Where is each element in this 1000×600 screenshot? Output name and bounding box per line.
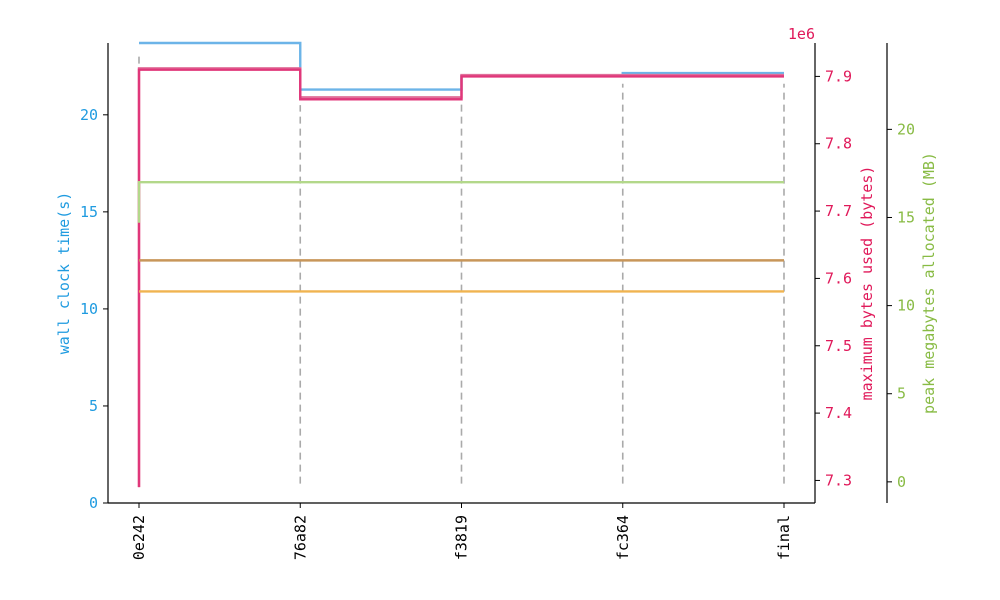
right-axis-bytes-offset: 1e6	[788, 25, 815, 43]
left-axis-tick-label: 5	[89, 397, 98, 415]
x-axis-tick-label: 0e242	[130, 515, 148, 560]
x-axis-tick-label: fc364	[614, 515, 632, 560]
x-axis-tick-label: final	[775, 515, 793, 560]
right-axis-mb-tick-label: 0	[897, 473, 906, 491]
series-line-3	[137, 68, 784, 488]
left-axis-label: wall clock time(s)	[55, 192, 73, 355]
right-axis-bytes-tick-label: 7.8	[825, 135, 852, 153]
right-axis-mb-tick-label: 5	[897, 385, 906, 403]
right-axis-mb-tick-label: 10	[897, 297, 915, 315]
x-axis-tick-label: f3819	[453, 515, 471, 560]
right-axis-bytes-tick-label: 7.7	[825, 202, 852, 220]
series-lines	[137, 41, 784, 488]
left-axis-tick-label: 20	[80, 106, 98, 124]
right-axis-bytes-label: maximum bytes used (bytes)	[858, 166, 876, 401]
left-axis-tick-label: 10	[80, 300, 98, 318]
x-axis-tick-label: 76a82	[291, 515, 309, 560]
series-line-4	[137, 181, 784, 223]
right-axis-bytes-tick-label: 7.5	[825, 337, 852, 355]
right-axis-bytes-tick-label: 7.4	[825, 404, 852, 422]
vertical-markers	[138, 56, 785, 484]
right-axis-mb-tick-label: 15	[897, 208, 915, 226]
right-axis-mb-label: peak megabytes allocated (MB)	[920, 152, 938, 414]
right-axis-bytes-tick-label: 7.3	[825, 471, 852, 489]
right-axis-bytes-tick-label: 7.6	[825, 269, 852, 287]
right-axis-bytes-tick-label: 7.9	[825, 67, 852, 85]
left-axis-tick-label: 0	[89, 494, 98, 512]
left-axis-tick-label: 15	[80, 203, 98, 221]
right-axis-mb-tick-label: 20	[897, 120, 915, 138]
axes: 0 5 10 15 20 wall clock time(s) 0e242 76a82 f381…	[55, 25, 938, 560]
series-line-2	[137, 67, 784, 488]
